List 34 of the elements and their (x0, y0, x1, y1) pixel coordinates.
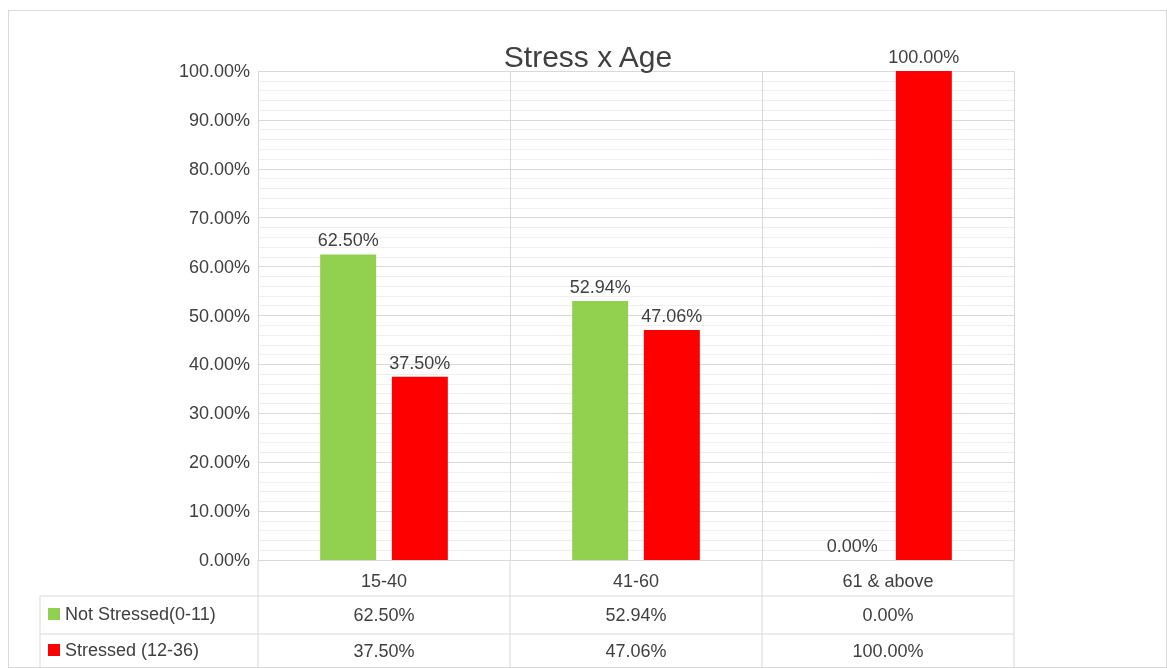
data-label: 100.00% (852, 641, 924, 661)
text: 0.00% (826, 536, 878, 556)
y-tick-label: 90.00% (188, 109, 250, 130)
y-tick-label: 70.00% (188, 207, 250, 228)
text: 37.50% (389, 352, 451, 373)
chart-title: Stress x Age (503, 39, 673, 73)
text: 62.50% (317, 230, 379, 251)
text: 100.00% (888, 47, 960, 67)
bar (320, 254, 377, 560)
bar (391, 376, 448, 560)
y-tick-label: 0.00% (198, 550, 250, 570)
text: 47.06% (641, 305, 703, 326)
bar (572, 301, 629, 560)
legend-label: Not Stressed(0-11) (65, 604, 216, 624)
bar (643, 329, 700, 560)
y-tick-label: 100.00% (178, 61, 250, 81)
data-label: 47.06% (605, 641, 667, 661)
text: 52.94% (569, 277, 631, 298)
x-tick-label: 15-40 (360, 571, 408, 591)
data-label: 62.50% (353, 605, 415, 625)
y-tick-label: 40.00% (188, 354, 250, 375)
bar (895, 71, 952, 560)
y-tick-label: 10.00% (188, 501, 250, 522)
data-label: 0.00% (862, 605, 914, 625)
y-tick-label: 50.00% (188, 305, 250, 326)
legend-label: Stressed (12-36) (65, 640, 200, 660)
data-label: 37.50% (353, 641, 415, 661)
y-tick-label: 30.00% (188, 403, 250, 424)
y-tick-label: 20.00% (188, 452, 250, 473)
x-tick-label: 41-60 (612, 571, 660, 591)
y-tick-label: 60.00% (188, 256, 250, 277)
data-label: 52.94% (605, 605, 667, 625)
x-tick-label: 61 & above (842, 571, 934, 591)
y-tick-label: 80.00% (188, 158, 250, 179)
